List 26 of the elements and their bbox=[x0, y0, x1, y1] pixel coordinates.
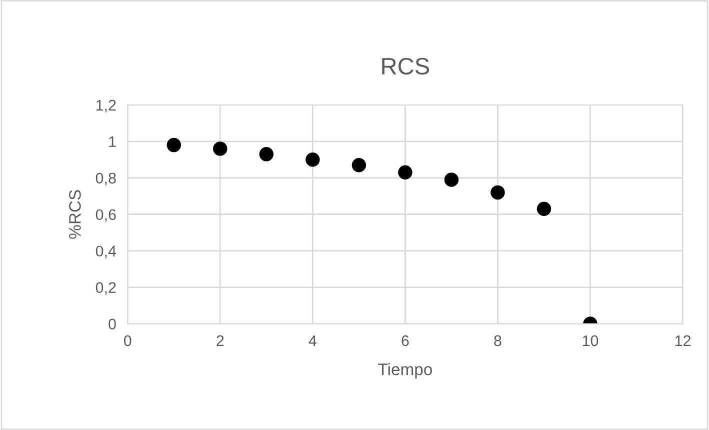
point bbox=[398, 165, 412, 180]
y-tick-label: 0,8 bbox=[96, 172, 116, 186]
y-tick-label: 0,6 bbox=[96, 209, 116, 222]
y-tick-label: 0 bbox=[108, 318, 116, 330]
point bbox=[166, 138, 181, 152]
point bbox=[259, 147, 274, 162]
x-tick-label: 12 bbox=[675, 335, 690, 346]
x-tick-label: 2 bbox=[216, 335, 224, 346]
y-tick-label: 0,2 bbox=[96, 282, 116, 295]
x-tick-label: 0 bbox=[124, 335, 132, 346]
x-axis-title: Tiempo bbox=[378, 363, 432, 379]
y-tick-label: 1,2 bbox=[96, 100, 116, 112]
x-tick-label: 10 bbox=[582, 335, 598, 346]
point bbox=[352, 158, 366, 172]
x-tick-label: 8 bbox=[494, 335, 502, 346]
point bbox=[490, 185, 505, 200]
y-axis-title: %RCS bbox=[69, 190, 81, 239]
y-tick-label: 1 bbox=[109, 136, 116, 147]
point bbox=[306, 152, 320, 167]
x-tick-label: 4 bbox=[308, 335, 316, 346]
chart-title: RCS bbox=[382, 58, 430, 75]
x-tick-label: 6 bbox=[402, 335, 409, 346]
point bbox=[213, 142, 228, 156]
point bbox=[444, 172, 459, 187]
point bbox=[536, 202, 552, 216]
y-tick-label: 0,4 bbox=[96, 246, 116, 258]
